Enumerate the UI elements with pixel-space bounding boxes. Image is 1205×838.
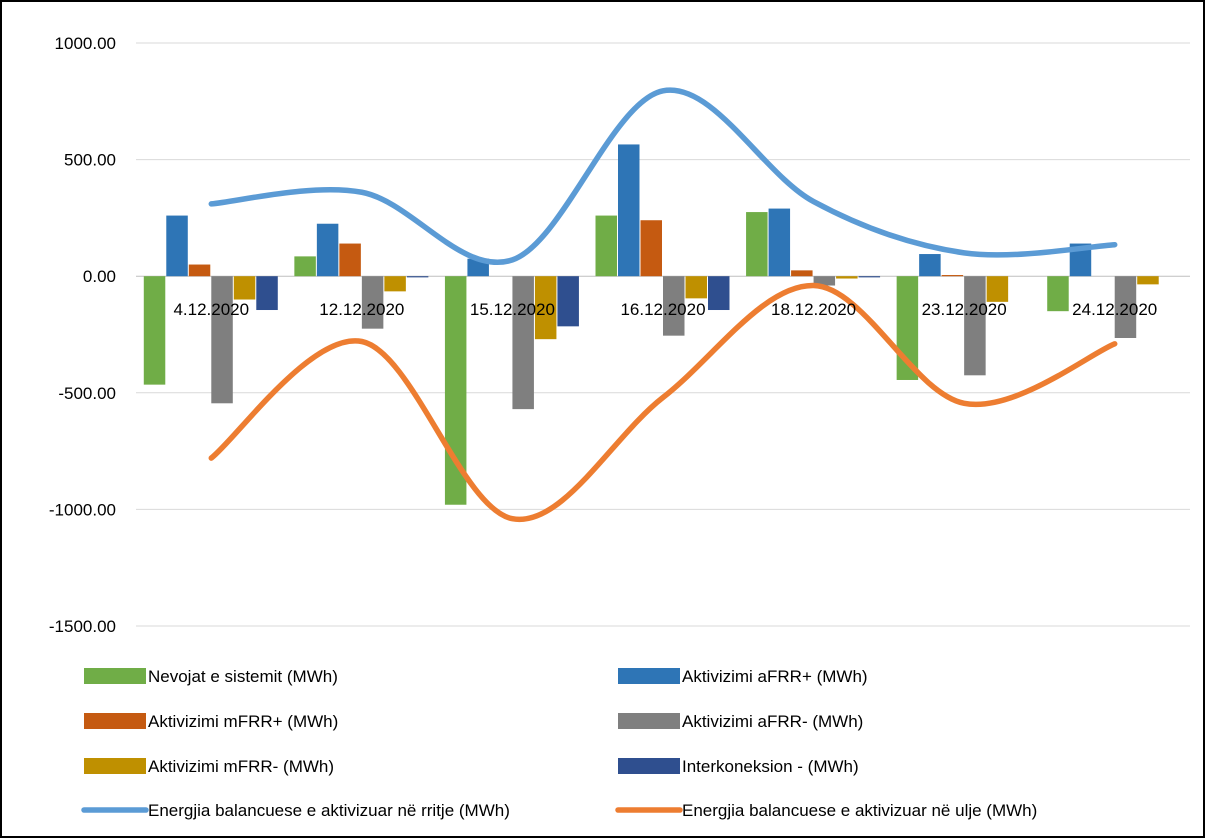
legend-label: Energjia balancuese e aktivizuar në rrit… xyxy=(148,801,510,820)
legend-label: Interkoneksion - (MWh) xyxy=(682,757,859,776)
bar-aktivizimi-mfrr-mwh xyxy=(384,276,406,292)
x-category-label: 12.12.2020 xyxy=(319,300,404,319)
legend-item-aktivizimi-afrr-mwh: Aktivizimi aFRR+ (MWh) xyxy=(618,667,868,686)
legend-swatch xyxy=(618,758,680,774)
legend-item-energjia-balancuese-e-aktivizuar-ne-rritje-mwh: Energjia balancuese e aktivizuar në rrit… xyxy=(81,801,510,820)
bar-aktivizimi-mfrr-mwh xyxy=(941,275,964,277)
bar-interkoneksion-mwh xyxy=(708,276,730,311)
x-category-label: 23.12.2020 xyxy=(922,300,1007,319)
bar-aktivizimi-afrr-mwh xyxy=(813,276,836,286)
bar-nevojat-e-sistemit-mwh xyxy=(1047,276,1069,312)
bar-nevojat-e-sistemit-mwh xyxy=(746,212,768,277)
bar-aktivizimi-afrr-mwh xyxy=(768,208,791,277)
bar-interkoneksion-mwh xyxy=(557,276,579,327)
bar-aktivizimi-mfrr-mwh xyxy=(986,276,1009,302)
bar-aktivizimi-afrr-mwh xyxy=(663,276,685,336)
x-category-label: 18.12.2020 xyxy=(771,300,856,319)
bar-aktivizimi-afrr-mwh xyxy=(1114,276,1137,338)
line-energjia-balancuese-e-aktivizuar-ne-rritje-mwh xyxy=(208,87,1118,265)
bar-aktivizimi-mfrr-mwh xyxy=(836,276,858,279)
bar-interkoneksion-mwh xyxy=(406,276,429,278)
bar-aktivizimi-afrr-mwh xyxy=(964,276,986,376)
x-category-label: 16.12.2020 xyxy=(620,300,705,319)
bar-aktivizimi-afrr-mwh xyxy=(512,276,534,410)
legend-label: Energjia balancuese e aktivizuar në ulje… xyxy=(682,801,1037,820)
legend-label: Nevojat e sistemit (MWh) xyxy=(148,667,338,686)
bar-aktivizimi-mfrr-mwh xyxy=(188,264,211,277)
y-tick-label: 1000.00 xyxy=(55,34,116,53)
y-tick-label: 0.00 xyxy=(83,267,116,286)
legend-label: Aktivizimi aFRR- (MWh) xyxy=(682,712,863,731)
legend-item-nevojat-e-sistemit-mwh: Nevojat e sistemit (MWh) xyxy=(84,667,338,686)
bar-aktivizimi-mfrr-mwh xyxy=(791,270,813,277)
bar-nevojat-e-sistemit-mwh xyxy=(595,215,617,277)
legend: Nevojat e sistemit (MWh) Aktivizimi aFRR+… xyxy=(81,667,1037,820)
bar-nevojat-e-sistemit-mwh xyxy=(294,256,316,277)
bar-aktivizimi-afrr-mwh xyxy=(211,276,233,404)
y-tick-label: -500.00 xyxy=(58,384,116,403)
bar-aktivizimi-mfrr-mwh xyxy=(534,276,557,340)
bar-aktivizimi-mfrr-mwh xyxy=(685,276,707,299)
legend-swatch xyxy=(84,713,146,729)
y-tick-label: -1000.00 xyxy=(49,500,116,519)
legend-label: Aktivizimi mFRR- (MWh) xyxy=(148,757,334,776)
x-category-label: 4.12.2020 xyxy=(173,300,249,319)
legend-swatch xyxy=(618,713,680,729)
bar-aktivizimi-mfrr-mwh xyxy=(640,220,662,277)
bar-aktivizimi-afrr-mwh xyxy=(919,254,941,277)
legend-swatch xyxy=(84,668,146,684)
x-category-label: 24.12.2020 xyxy=(1072,300,1157,319)
bar-interkoneksion-mwh xyxy=(256,276,278,311)
y-tick-label: 500.00 xyxy=(64,151,116,170)
bar-interkoneksion-mwh xyxy=(858,276,881,278)
bar-nevojat-e-sistemit-mwh xyxy=(143,276,166,385)
legend-item-aktivizimi-mfrr-mwh: Aktivizimi mFRR+ (MWh) xyxy=(84,712,338,731)
legend-swatch xyxy=(84,758,146,774)
x-category-label: 15.12.2020 xyxy=(470,300,555,319)
y-tick-label: -1500.00 xyxy=(49,617,116,636)
bar-aktivizimi-afrr-mwh xyxy=(316,223,339,277)
bar-aktivizimi-afrr-mwh xyxy=(361,276,384,329)
bars xyxy=(143,144,1159,505)
y-axis-ticks: 1000.00 500.00 0.00 -500.00 -1000.00 -1500.00 xyxy=(49,34,116,636)
bar-aktivizimi-mfrr-mwh xyxy=(1137,276,1159,285)
legend-label: Aktivizimi mFRR+ (MWh) xyxy=(148,712,338,731)
legend-label: Aktivizimi aFRR+ (MWh) xyxy=(682,667,868,686)
bar-aktivizimi-mfrr-mwh xyxy=(339,243,361,277)
bar-aktivizimi-mfrr-mwh xyxy=(233,276,256,300)
legend-item-energjia-balancuese-e-aktivizuar-ne-ulje-mwh: Energjia balancuese e aktivizuar në ulje… xyxy=(615,801,1037,820)
bar-aktivizimi-afrr-mwh xyxy=(166,215,188,277)
legend-item-interkoneksion-mwh: Interkoneksion - (MWh) xyxy=(618,757,859,776)
x-axis-categories: 4.12.2020 12.12.2020 15.12.2020 16.12.2020 1… xyxy=(173,300,1157,319)
legend-item-aktivizimi-afrr-mwh: Aktivizimi aFRR- (MWh) xyxy=(618,712,863,731)
line-energjia-balancuese-e-aktivizuar-ne-ulje-mwh xyxy=(208,282,1118,523)
series-lines xyxy=(208,87,1118,523)
legend-swatch xyxy=(618,668,680,684)
bar-aktivizimi-afrr-mwh xyxy=(618,144,640,277)
legend-item-aktivizimi-mfrr-mwh: Aktivizimi mFRR- (MWh) xyxy=(84,757,334,776)
